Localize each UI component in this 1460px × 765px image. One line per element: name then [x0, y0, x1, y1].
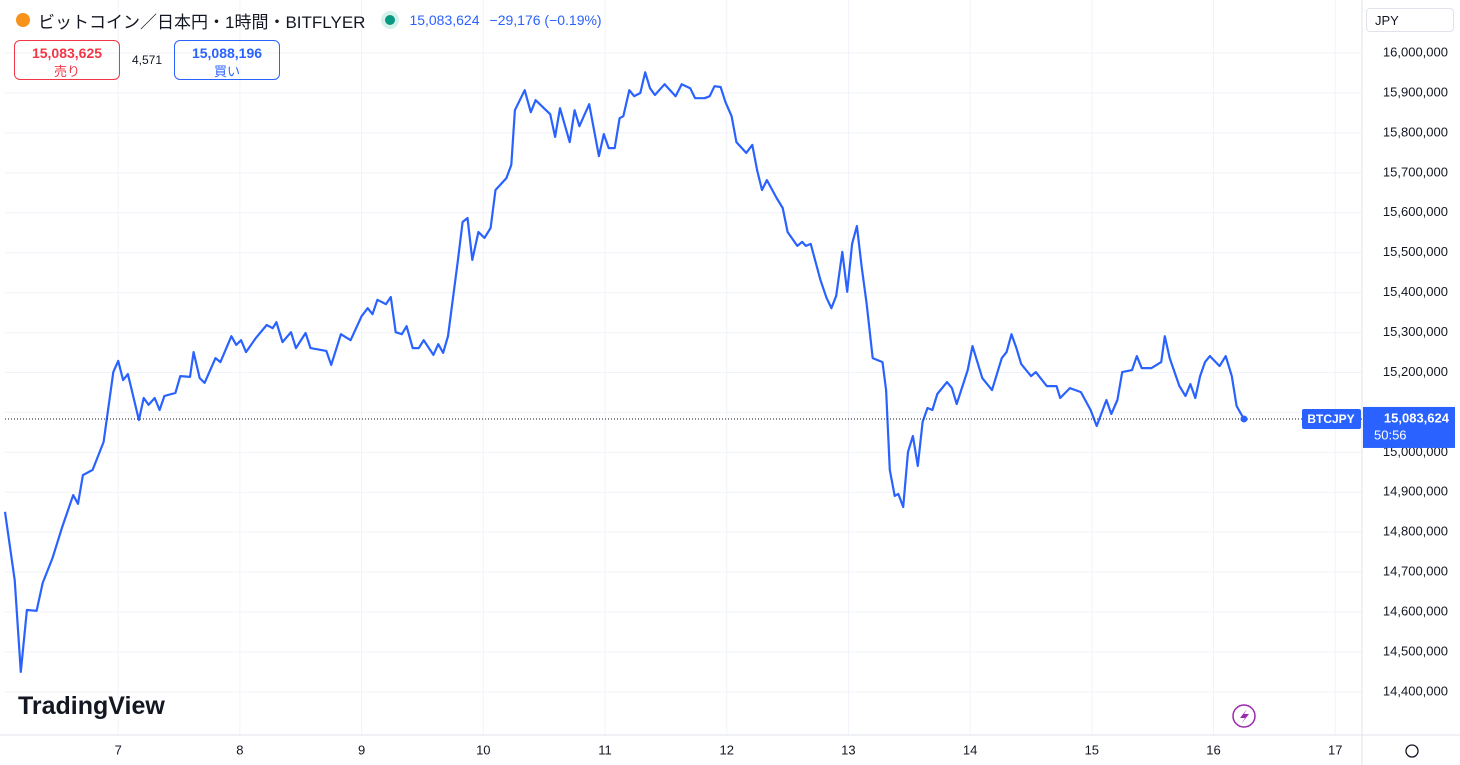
price-line [3, 71, 1245, 673]
x-tick-label: 12 [719, 742, 733, 757]
y-tick-label: 14,800,000 [1383, 524, 1448, 539]
sell-button[interactable]: 15,083,625 売り [14, 40, 120, 80]
y-tick-label: 14,700,000 [1383, 564, 1448, 579]
last-point [1240, 415, 1248, 423]
y-tick-label: 15,600,000 [1383, 204, 1448, 219]
y-tick-label: 14,900,000 [1383, 484, 1448, 499]
y-tick-label: 15,900,000 [1383, 84, 1448, 99]
logo: TradingView [18, 692, 165, 720]
spread: 4,571 [132, 53, 163, 67]
symbol-title[interactable]: ビットコイン／日本円・1時間・BITFLYER [38, 12, 366, 32]
y-tick-label: 15,700,000 [1383, 164, 1448, 179]
x-tick-label: 8 [236, 742, 243, 757]
y-tick-label: 15,200,000 [1383, 364, 1448, 379]
header: ビットコイン／日本円・1時間・BITFLYER 15,083,624 −29,1… [16, 8, 612, 32]
x-tick-label: 17 [1328, 742, 1342, 757]
last-price: 15,083,624 [409, 12, 480, 28]
x-tick-label: 9 [358, 742, 365, 757]
x-tick-label: 7 [115, 742, 122, 757]
price-tag-label: 15,083,624 [1384, 410, 1450, 425]
symbol-tag-label: BTCJPY [1307, 412, 1354, 426]
flash-icon [1232, 704, 1256, 728]
x-tick-label: 14 [963, 742, 977, 757]
symbol-tag [1302, 408, 1361, 429]
flash-bolt [1240, 709, 1249, 724]
y-tick-label: 15,500,000 [1383, 244, 1448, 259]
y-tick-label: 14,500,000 [1383, 643, 1448, 658]
y-tick-label: 14,600,000 [1383, 603, 1448, 618]
y-tick-label: 16,000,000 [1383, 45, 1448, 60]
currency-select[interactable]: JPY [1366, 8, 1454, 32]
x-tick-label: 13 [841, 742, 855, 757]
y-tick-label: 15,300,000 [1383, 324, 1448, 339]
buy-label: 買い [213, 64, 240, 79]
x-tick-label: 15 [1085, 742, 1099, 757]
sell-price: 15,083,625 [31, 45, 103, 61]
x-tick-label: 16 [1206, 742, 1220, 757]
price-change: −29,176 (−0.19%) [489, 12, 602, 28]
price-tag [1363, 406, 1455, 448]
y-tick-label: 15,400,000 [1383, 284, 1448, 299]
x-tick-label: 10 [476, 742, 490, 757]
sell-label: 売り [53, 64, 80, 79]
coin-icon [16, 13, 30, 27]
countdown: 50:56 [1374, 427, 1407, 442]
settings-icon [1405, 744, 1419, 758]
buy-price: 15,088,196 [191, 45, 263, 61]
y-tick-label: 14,400,000 [1383, 683, 1448, 698]
y-tick-label: 15,800,000 [1383, 124, 1448, 139]
buy-button[interactable]: 15,088,196 買い [174, 40, 280, 80]
status-dot [385, 15, 396, 25]
x-tick-label: 11 [598, 742, 612, 757]
